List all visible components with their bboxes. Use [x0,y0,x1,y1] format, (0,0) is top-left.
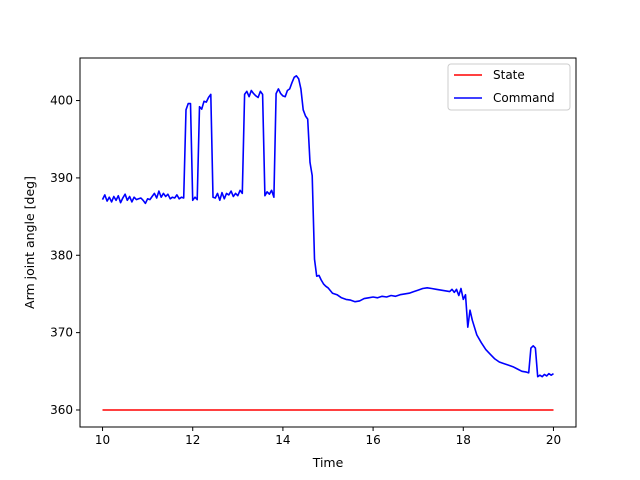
x-tick-label: 10 [95,433,110,447]
y-tick-label: 400 [50,94,73,108]
y-axis-label: Arm joint angle [deg] [22,176,37,309]
legend-label: Command [493,91,555,105]
legend: State Command [447,63,571,111]
x-axis-label: Time [312,455,344,470]
x-axis-ticks: 10 12 14 16 18 20 [95,427,561,447]
x-tick-label: 16 [365,433,380,447]
series-layer [101,75,554,411]
x-tick-label: 20 [546,433,561,447]
y-axis-ticks: 360 370 380 390 400 [50,94,80,417]
plot-frame [79,57,577,428]
y-tick-label: 380 [50,248,73,262]
x-tick-label: 14 [275,433,290,447]
y-tick-label: 370 [50,326,73,340]
x-tick-label: 18 [456,433,471,447]
y-tick-label: 360 [50,403,73,417]
x-tick-label: 12 [185,433,200,447]
y-tick-label: 390 [50,171,73,185]
series-line-command [101,75,554,378]
legend-label: State [493,68,525,82]
